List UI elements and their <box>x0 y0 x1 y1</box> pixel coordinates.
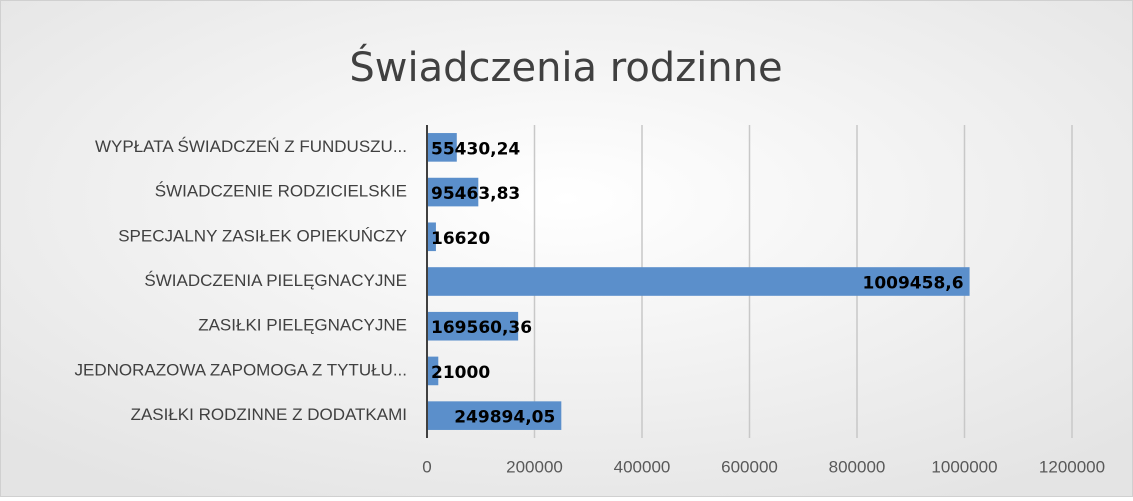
bar <box>427 222 436 252</box>
y-tick-label: WYPŁATA ŚWIADCZEŃ Z FUNDUSZU... <box>95 137 407 156</box>
bar <box>427 177 479 207</box>
y-tick-label: ŚWIADCZENIA PIELĘGNACYJNE <box>144 271 407 290</box>
value-label: 55430,24 <box>431 139 520 159</box>
y-tick-label: ZASIŁKI PIELĘGNACYJNE <box>198 316 407 335</box>
x-tick-label: 400000 <box>614 457 671 476</box>
bar <box>427 311 519 341</box>
bar <box>427 267 970 296</box>
bar <box>427 401 562 430</box>
value-label: 1009458,6 <box>862 274 963 294</box>
bar <box>427 133 457 162</box>
y-tick-label: SPECJALNY ZASIŁEK OPIEKUŃCZY <box>118 226 407 245</box>
x-tick-label: 1200000 <box>1039 457 1105 476</box>
value-label: 16620 <box>431 229 490 249</box>
y-tick-label: ZASIŁKI RODZINNE Z DODATKAMI <box>131 405 407 424</box>
value-label: 21000 <box>431 363 490 383</box>
value-label: 249894,05 <box>454 408 555 428</box>
x-tick-label: 600000 <box>721 457 778 476</box>
x-tick-label: 800000 <box>829 457 886 476</box>
x-tick-label: 200000 <box>506 457 563 476</box>
value-label: 95463,83 <box>431 184 520 204</box>
bar <box>427 356 439 386</box>
x-tick-label: 1000000 <box>931 457 997 476</box>
y-tick-label: ŚWIADCZENIE RODZICIELSKIE <box>155 182 407 201</box>
value-label: 169560,36 <box>431 318 532 338</box>
y-tick-label: JEDNORAZOWA ZAPOMOGA Z TYTUŁU... <box>75 360 407 379</box>
x-tick-label: 0 <box>422 457 431 476</box>
chart-title: Świadczenia rodzinne <box>349 43 782 91</box>
